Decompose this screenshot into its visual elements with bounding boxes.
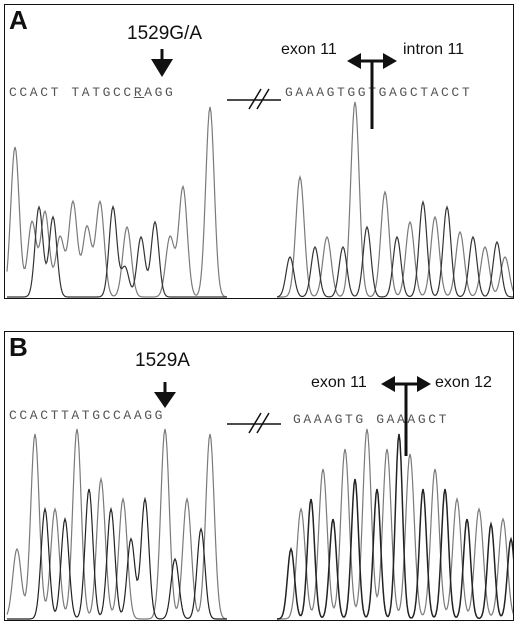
- chromatogram-a: [6, 49, 513, 298]
- panel-letter: A: [9, 5, 28, 35]
- sequence-break-mark: [227, 88, 281, 110]
- trace-right-dark: [276, 200, 513, 298]
- sequence-left: CCACTTATGCCAAGG: [9, 408, 165, 423]
- trace-left: [6, 428, 228, 620]
- mutation-label: 1529A: [135, 350, 190, 371]
- junction-right-label: exon 12: [435, 374, 492, 391]
- junction-arrow: [381, 376, 431, 456]
- junction-left-label: exon 11: [311, 374, 367, 391]
- sequence-break-mark: [227, 412, 281, 434]
- junction-right-label: intron 11: [403, 41, 465, 58]
- sequence-right: GAAAGTGGTGAGCTACCT: [285, 85, 473, 100]
- sequence-left-pre: CCACTTATGCCAAGG: [9, 408, 166, 423]
- mutation-label: 1529G/A: [127, 23, 202, 44]
- junction-arrow: [347, 53, 397, 129]
- panel-b: B 1529A exon 11 exon 12 CCACTTATGCCAAGG …: [4, 331, 514, 621]
- sequence-left-post: AGG: [144, 85, 176, 100]
- mutation-arrow: [151, 49, 173, 77]
- panel-letter: B: [9, 332, 28, 362]
- trace-right: [277, 101, 513, 298]
- trace-left-dark: [7, 488, 227, 620]
- sequence-right: GAAAGTG GAAAGCT: [293, 412, 450, 427]
- trace-left: [6, 106, 228, 298]
- trace-right-dark: [276, 433, 513, 620]
- junction-left-label: exon 11: [281, 41, 337, 58]
- trace-right: [277, 428, 513, 620]
- trace-left-dark: [7, 204, 227, 298]
- panel-a: A 1529G/A exon 11 intron 11 CCACT TATGCC…: [4, 4, 514, 299]
- sequence-left-pre: CCACT TATGCC: [9, 85, 134, 100]
- mutation-arrow: [154, 382, 176, 408]
- sequence-left: CCACT TATGCCRAGG: [9, 85, 175, 100]
- variant-base: R: [133, 85, 145, 100]
- chromatogram-b: [6, 376, 513, 620]
